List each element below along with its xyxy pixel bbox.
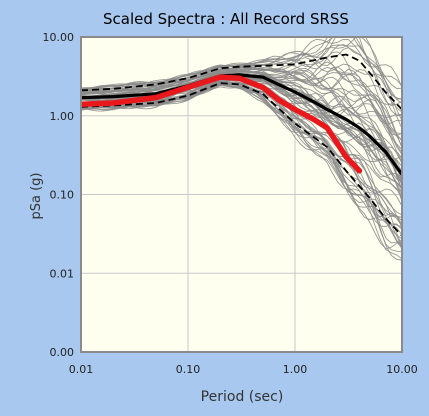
record-spectrum-line [81, 82, 402, 225]
x-tick-label: 0.10 [176, 363, 201, 376]
x-tick-label: 1.00 [283, 363, 308, 376]
median-plus-sigma-line [81, 53, 402, 111]
record-spectrum-line [81, 51, 402, 113]
record-spectrum-line [81, 37, 402, 104]
x-axis-label: Period (sec) [201, 389, 284, 405]
record-spectrum-line [81, 70, 402, 154]
axis-ticks: 0.01 0.10 1.00 10.00 0.00 0.01 0.10 1.00 10.00 [43, 31, 418, 376]
record-spectrum-line [81, 38, 402, 89]
target-line [81, 74, 363, 174]
y-axis-label: pSa (g) [29, 173, 44, 220]
y-tick-label: 0.00 [50, 346, 75, 359]
y-tick-label: 10.00 [43, 31, 75, 44]
record-spectrum-line [81, 37, 402, 100]
chart-title: Scaled Spectra : All Record SRSS [103, 10, 349, 28]
plot-frame [80, 36, 403, 353]
y-tick-label: 0.01 [50, 267, 75, 280]
x-tick-label: 10.00 [386, 363, 418, 376]
record-spectrum-line [81, 82, 402, 248]
x-tick-label: 0.01 [69, 363, 94, 376]
record-spectrum-line [81, 83, 402, 253]
y-tick-label: 0.10 [50, 189, 75, 202]
y-tick-label: 1.00 [50, 110, 75, 123]
summary-spectra [81, 53, 402, 237]
record-spectrum-line [81, 37, 402, 90]
